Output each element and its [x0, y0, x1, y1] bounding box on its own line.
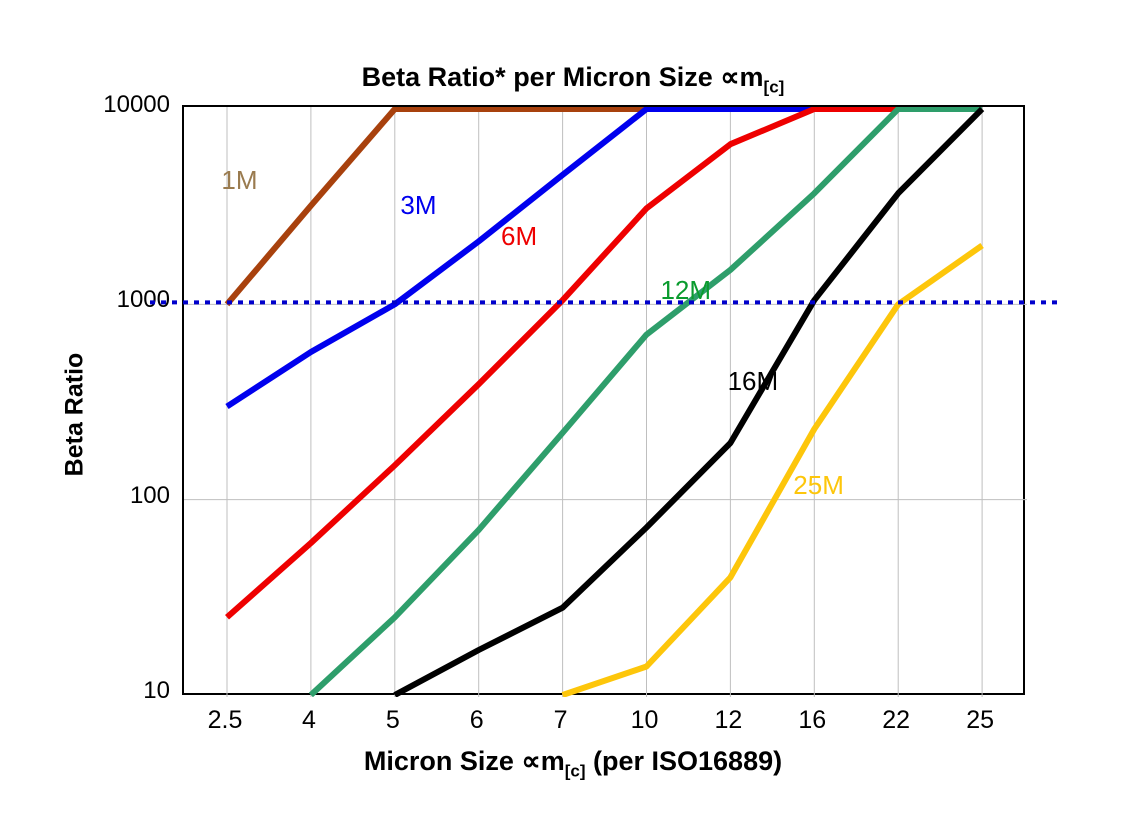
series-lines	[224, 107, 985, 697]
series-label-16M: 16M	[727, 366, 779, 397]
series-line-25M	[561, 243, 984, 697]
x-tick-22: 22	[882, 706, 911, 734]
series-label-1M: 1M	[221, 164, 258, 195]
x-tick-6: 6	[469, 706, 484, 734]
x-axis-title-subscript: [c]	[564, 761, 586, 781]
series-line-16M	[393, 107, 985, 697]
x-tick-7: 7	[553, 706, 568, 734]
series-label-6M: 6M	[501, 221, 538, 252]
x-tick-10: 10	[630, 706, 659, 734]
x-axis-title-tail: (per ISO16889)	[585, 746, 783, 776]
y-tick-10: 10	[143, 677, 170, 704]
chart-title-text: Beta Ratio* per Micron Size ∝m	[361, 62, 764, 92]
plot-area	[182, 105, 1027, 697]
x-tick-25: 25	[966, 706, 994, 734]
series-line-12M	[308, 107, 983, 697]
y-tick-10000: 10000	[103, 91, 170, 118]
series-label-25M: 25M	[793, 470, 844, 501]
x-tick-2.5: 2.5	[207, 706, 243, 734]
x-tick-5: 5	[385, 706, 400, 734]
chart-title-subscript: [c]	[763, 77, 785, 97]
x-tick-4: 4	[301, 706, 316, 734]
chart-title: Beta Ratio* per Micron Size ∝m[c]	[0, 62, 1146, 97]
series-line-6M	[225, 107, 983, 620]
y-tick-1000: 1000	[116, 286, 170, 314]
plot-svg	[184, 107, 1027, 697]
x-tick-12: 12	[714, 706, 743, 734]
gridlines	[184, 107, 1027, 697]
x-axis-title: Micron Size ∝m[c] (per ISO16889)	[0, 746, 1146, 781]
series-label-3M: 3M	[400, 189, 437, 220]
series-label-12M: 12M	[660, 274, 712, 305]
x-tick-16: 16	[798, 706, 827, 734]
x-axis-title-text: Micron Size ∝m	[363, 746, 565, 776]
y-tick-100: 100	[129, 481, 170, 509]
